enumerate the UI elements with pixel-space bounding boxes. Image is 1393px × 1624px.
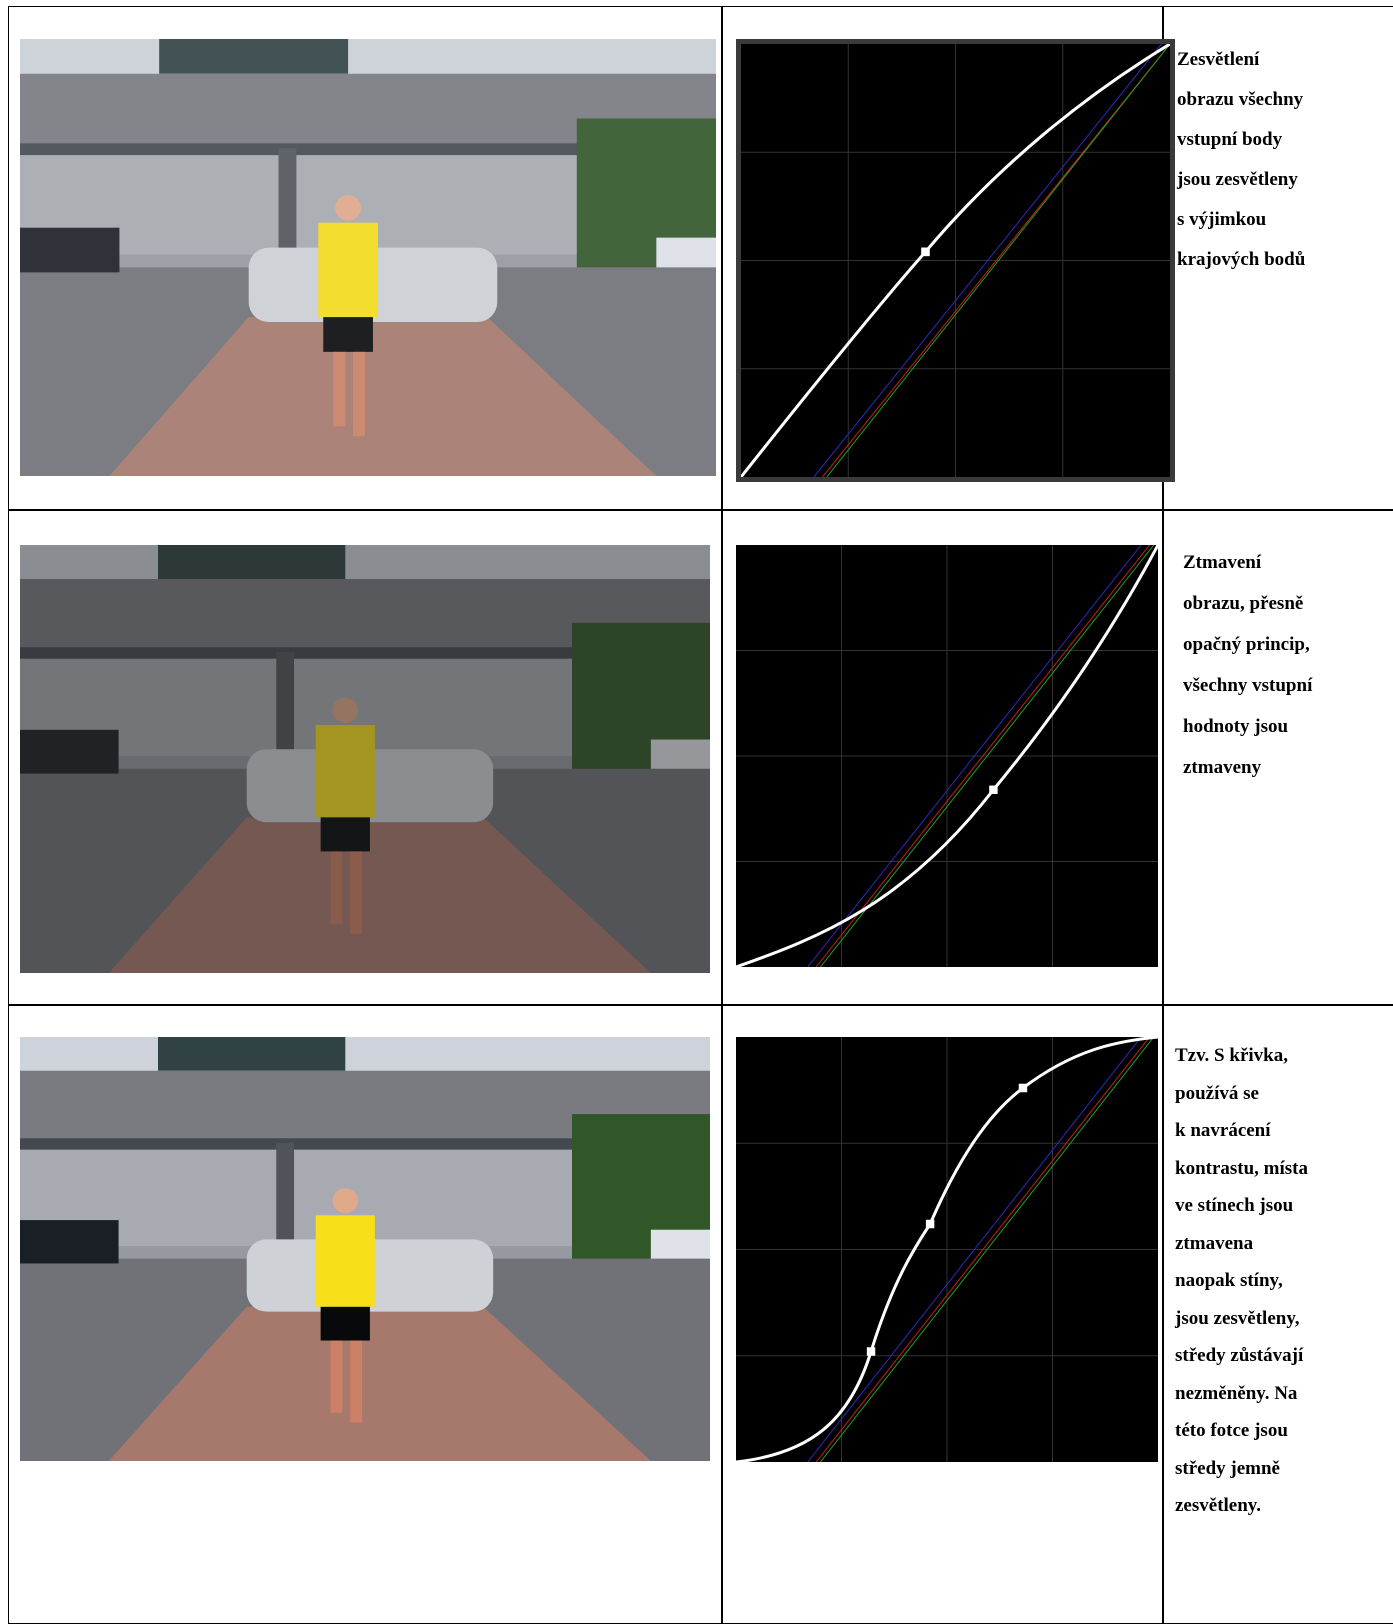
description-line: obrazu všechny — [1177, 80, 1305, 120]
description-line: středy jemně — [1175, 1450, 1308, 1488]
photo — [20, 39, 716, 476]
description-line: opačný princip, — [1183, 624, 1312, 665]
description-line: jsou zesvětleny — [1177, 160, 1305, 200]
description-line: jsou zesvětleny, — [1175, 1300, 1308, 1338]
description-line: ztmaveny — [1183, 747, 1312, 788]
curve-chart — [736, 1037, 1158, 1462]
description-line: Ztmavení — [1183, 542, 1312, 583]
photo — [20, 545, 710, 973]
photo — [20, 1037, 710, 1461]
description-line: ztmavena — [1175, 1225, 1308, 1263]
description-line: hodnoty jsou — [1183, 706, 1312, 747]
description-line: Tzv. S křivka, — [1175, 1037, 1308, 1075]
description-line: vstupní body — [1177, 120, 1305, 160]
description-line: všechny vstupní — [1183, 665, 1312, 706]
description-line: Zesvětlení — [1177, 40, 1305, 80]
description-line: nezměněny. Na — [1175, 1375, 1308, 1413]
description-line: naopak stíny, — [1175, 1262, 1308, 1300]
description-line: této fotce jsou — [1175, 1412, 1308, 1450]
description-line: používá se — [1175, 1075, 1308, 1113]
description-line: středy zůstávají — [1175, 1337, 1308, 1375]
curve-chart — [736, 39, 1175, 482]
description-line: kontrastu, místa — [1175, 1150, 1308, 1188]
description-line: k navrácení — [1175, 1112, 1308, 1150]
page: Zesvětleníobrazu všechnyvstupní bodyjsou… — [0, 0, 1393, 1615]
description-line: obrazu, přesně — [1183, 583, 1312, 624]
description-line: zesvětleny. — [1175, 1487, 1308, 1525]
description-line: ve stínech jsou — [1175, 1187, 1308, 1225]
description-line: krajových bodů — [1177, 240, 1305, 280]
curve-chart — [736, 545, 1158, 967]
description-line: s výjimkou — [1177, 200, 1305, 240]
